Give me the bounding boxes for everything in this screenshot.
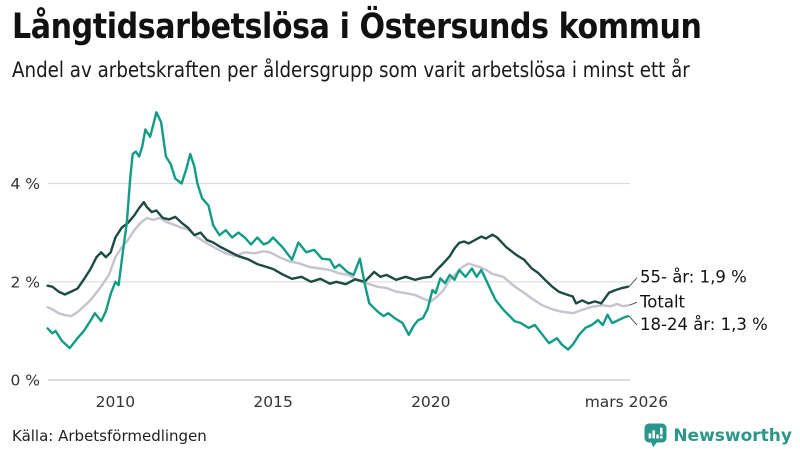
series-label-connector-55-ar — [628, 277, 638, 288]
page-subtitle: Andel av arbetskraften per åldersgrupp s… — [12, 58, 690, 82]
y-tick-label: 4 % — [10, 175, 40, 193]
series-end-label-18-24-ar: 18-24 år: 1,3 % — [640, 315, 768, 334]
series-line-18-24-ar — [46, 111, 630, 351]
series-label-connector-18-24-ar — [628, 315, 638, 326]
newsworthy-logo-icon — [644, 423, 667, 448]
page-title: Långtidsarbetslösa i Östersunds kommun — [12, 7, 702, 47]
x-tick-label: 2010 — [96, 393, 135, 411]
series-end-label-55-ar: 55- år: 1,9 % — [640, 268, 747, 287]
series-line-55-ar — [46, 200, 630, 305]
x-tick-label: mars 2026 — [585, 393, 668, 411]
chart-svg: 0 % 2 % 4 % 2010 2015 2020 mars 2026 Totalt 55- … — [10, 111, 768, 411]
source-note: Källa: Arbetsförmedlingen — [12, 427, 207, 445]
series-label-connector-totalt — [628, 301, 638, 306]
brand-footer: Newsworthy — [644, 423, 792, 448]
series-end-label-totalt: Totalt — [639, 292, 686, 311]
x-tick-label: 2020 — [411, 393, 450, 411]
chart-area: 0 % 2 % 4 % 2010 2015 2020 mars 2026 Totalt 55- … — [0, 95, 800, 430]
y-tick-label: 0 % — [10, 372, 40, 390]
brand-name: Newsworthy — [673, 425, 792, 446]
y-tick-label: 2 % — [10, 273, 40, 291]
x-tick-label: 2015 — [253, 393, 292, 411]
